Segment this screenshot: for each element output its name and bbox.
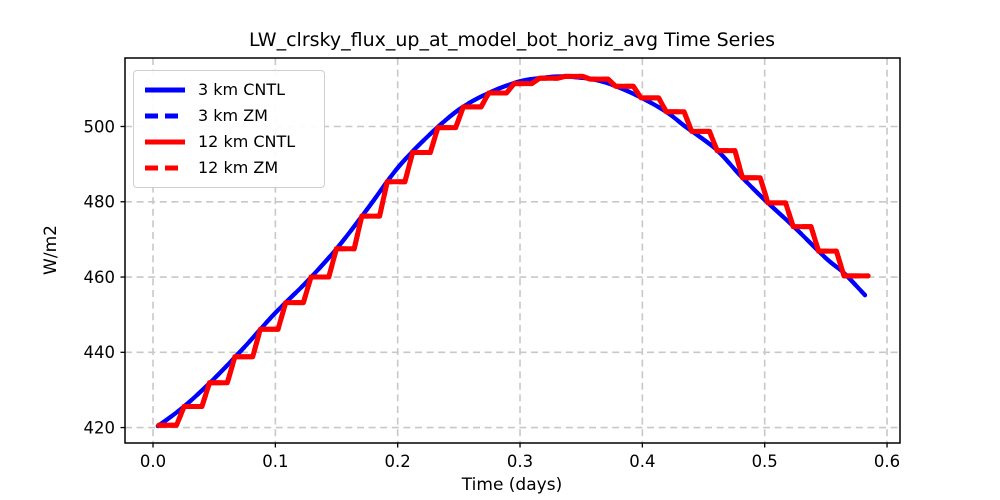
series-layer — [155, 73, 871, 429]
series-line-12-km-zm — [156, 73, 871, 428]
legend-item-12km-zm: 12 km ZM — [143, 160, 315, 176]
y-tick-label: 420 — [84, 418, 116, 437]
y-tick-label: 440 — [84, 343, 116, 362]
chart-title: LW_clrsky_flux_up_at_model_bot_horiz_avg… — [249, 29, 775, 51]
legend: 3 km CNTL 3 km ZM 12 km CNTL 12 km ZM — [133, 70, 325, 188]
x-tick-label: 0.3 — [507, 452, 533, 471]
legend-item-12km-cntl: 12 km CNTL — [143, 134, 315, 150]
legend-line-sample-3km-zm — [145, 113, 185, 119]
legend-line-sample-12km-cntl — [145, 139, 185, 145]
x-tick-label: 0.6 — [874, 452, 900, 471]
y-axis-label: W/m2 — [41, 225, 61, 275]
y-tick-label: 460 — [84, 268, 116, 287]
legend-label: 3 km CNTL — [198, 80, 286, 99]
legend-item-3km-zm: 3 km ZM — [143, 108, 315, 124]
legend-label: 12 km ZM — [198, 158, 279, 177]
x-tick-label: 0.4 — [629, 452, 655, 471]
legend-line-sample-12km-zm — [145, 165, 185, 171]
tick-layer: 0.0 0.1 0.2 0.3 0.4 0.5 0.6 420 440 460 480 500 — [84, 117, 901, 471]
legend-label: 12 km CNTL — [198, 132, 296, 151]
legend-label: 3 km ZM — [198, 106, 268, 125]
x-axis-label: Time (days) — [461, 475, 562, 495]
x-tick-label: 0.2 — [385, 452, 411, 471]
y-tick-label: 500 — [84, 117, 116, 136]
x-tick-label: 0.0 — [140, 452, 166, 471]
y-tick-label: 480 — [84, 193, 116, 212]
plot-frame — [124, 57, 901, 444]
legend-item-3km-cntl: 3 km CNTL — [143, 82, 315, 98]
legend-line-sample-3km-cntl — [145, 87, 185, 93]
x-tick-label: 0.5 — [752, 452, 778, 471]
x-tick-label: 0.1 — [262, 452, 288, 471]
